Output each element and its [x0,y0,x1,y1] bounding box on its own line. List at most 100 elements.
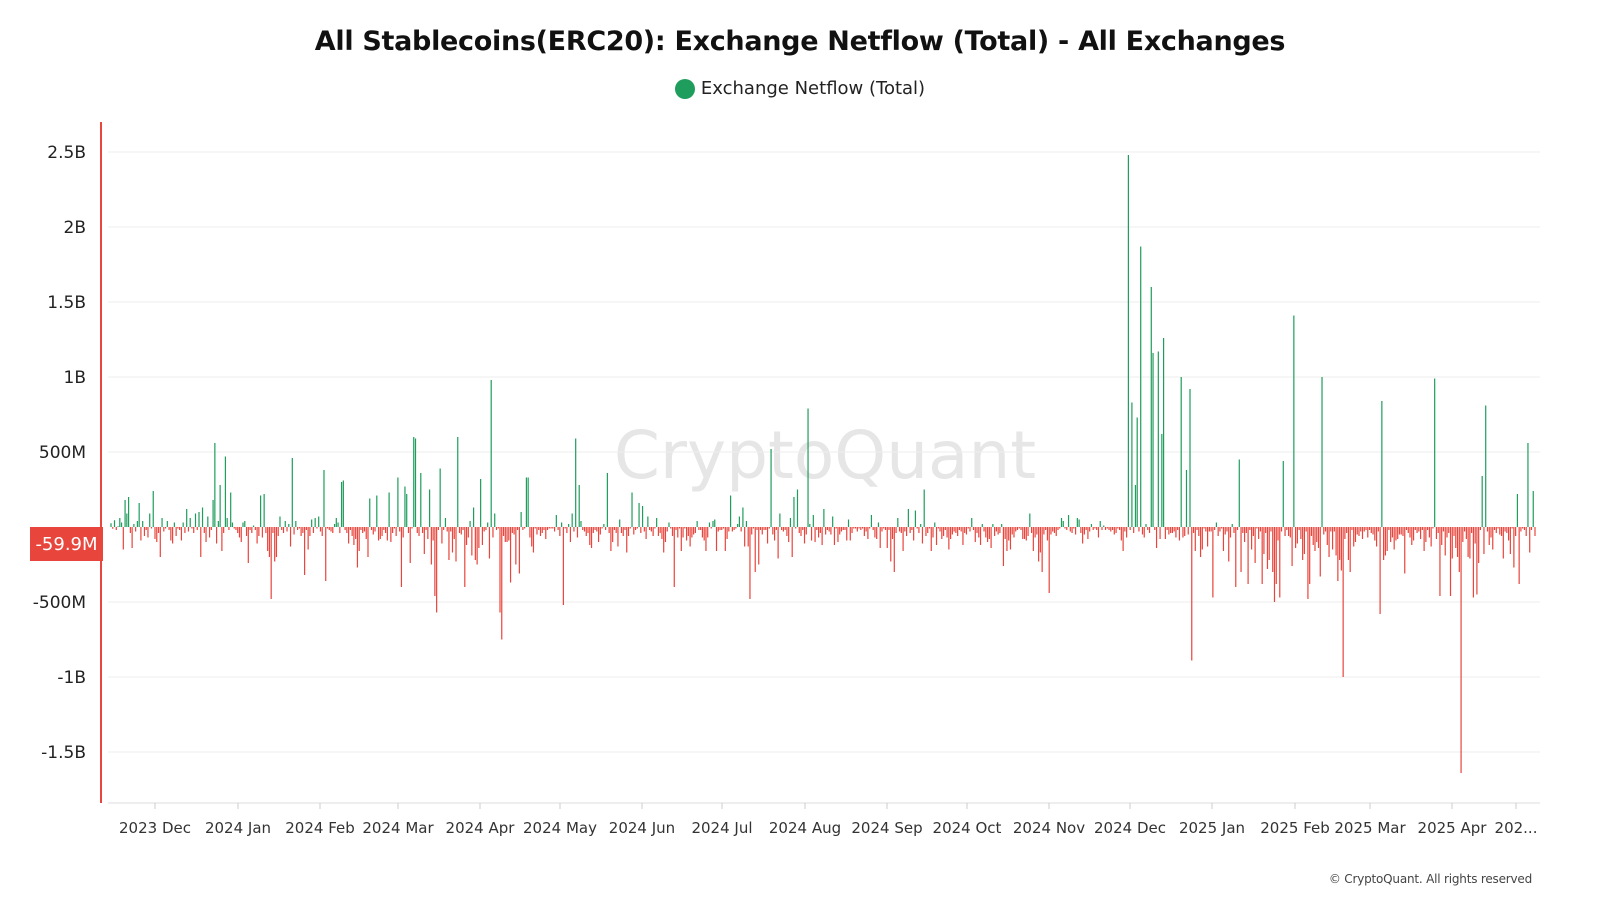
netflow-bar[interactable] [1368,527,1371,530]
netflow-bar[interactable] [221,527,223,551]
netflow-bar[interactable] [1270,527,1272,532]
netflow-bar[interactable] [451,527,454,553]
netflow-bar[interactable] [1485,405,1487,528]
netflow-bar[interactable] [1497,527,1499,529]
netflow-bar[interactable] [142,521,144,527]
netflow-bar[interactable] [1402,527,1404,536]
netflow-bar[interactable] [1025,527,1027,541]
netflow-bar[interactable] [1254,527,1256,563]
netflow-bar[interactable] [1231,524,1233,527]
netflow-bar[interactable] [416,527,418,533]
netflow-bar[interactable] [1347,527,1350,560]
netflow-bar[interactable] [1412,527,1415,541]
netflow-bar[interactable] [337,522,339,528]
netflow-bar[interactable] [1282,461,1284,527]
netflow-bar[interactable] [1198,527,1200,536]
netflow-bar[interactable] [612,527,614,542]
netflow-bar[interactable] [508,527,510,541]
netflow-bar[interactable] [1316,527,1318,542]
netflow-bar[interactable] [414,438,417,528]
netflow-bar[interactable] [119,518,121,527]
netflow-bar[interactable] [636,527,638,529]
netflow-bar[interactable] [1060,518,1063,527]
netflow-bar[interactable] [568,524,570,527]
netflow-bar[interactable] [485,527,487,530]
netflow-bar[interactable] [1170,527,1172,533]
netflow-bar[interactable] [1235,527,1237,587]
netflow-bar[interactable] [1442,527,1445,532]
netflow-bar[interactable] [434,527,436,596]
netflow-bar[interactable] [881,527,883,532]
netflow-bar[interactable] [661,527,663,539]
netflow-bar[interactable] [863,527,865,536]
netflow-bar[interactable] [1038,527,1040,562]
netflow-bar[interactable] [149,513,151,528]
netflow-bar[interactable] [680,527,682,551]
netflow-bar[interactable] [941,527,943,539]
netflow-bar[interactable] [133,524,135,527]
netflow-bar[interactable] [263,494,265,527]
netflow-bar[interactable] [497,527,499,529]
netflow-bar[interactable] [318,516,320,528]
netflow-bar[interactable] [1488,527,1490,545]
netflow-bar[interactable] [216,527,218,544]
netflow-bar[interactable] [722,527,725,529]
netflow-bar[interactable] [698,527,700,530]
netflow-bar[interactable] [1314,527,1316,551]
netflow-bar[interactable] [1384,527,1386,556]
netflow-bar[interactable] [714,519,716,528]
netflow-bar[interactable] [775,527,777,530]
netflow-bar[interactable] [274,527,276,562]
netflow-bar[interactable] [268,527,271,557]
netflow-bar[interactable] [1319,527,1321,577]
netflow-bar[interactable] [1126,527,1128,538]
netflow-bar[interactable] [939,527,941,532]
netflow-bar[interactable] [1349,527,1351,572]
netflow-bar[interactable] [867,527,869,539]
netflow-bar[interactable] [1490,527,1492,538]
netflow-bar[interactable] [1016,527,1019,530]
netflow-bar[interactable] [1069,527,1071,532]
netflow-bar[interactable] [457,437,459,527]
netflow-bar[interactable] [120,522,123,528]
netflow-bar[interactable] [715,527,718,551]
netflow-bar[interactable] [112,527,114,529]
netflow-bar[interactable] [170,527,172,541]
netflow-bar[interactable] [1127,155,1129,527]
netflow-bar[interactable] [1379,527,1381,614]
netflow-bar[interactable] [1076,518,1078,527]
netflow-bar[interactable] [117,526,119,527]
netflow-bar[interactable] [758,527,760,565]
netflow-bar[interactable] [296,527,299,530]
netflow-bar[interactable] [242,522,244,528]
netflow-bar[interactable] [550,527,552,529]
netflow-bar[interactable] [1027,527,1029,536]
netflow-bar[interactable] [1397,527,1399,539]
netflow-bar[interactable] [1295,527,1297,548]
netflow-bar[interactable] [381,527,383,536]
netflow-bar[interactable] [874,527,876,538]
netflow-bar[interactable] [476,527,478,565]
netflow-bar[interactable] [994,527,996,536]
netflow-bar[interactable] [140,527,142,541]
netflow-bar[interactable] [1133,527,1135,533]
netflow-bar[interactable] [1400,527,1402,535]
netflow-bar[interactable] [1344,527,1346,539]
netflow-bar[interactable] [733,527,735,530]
netflow-bar[interactable] [1001,524,1003,527]
netflow-bar[interactable] [362,527,364,533]
netflow-bar[interactable] [805,527,807,535]
netflow-bar[interactable] [839,527,841,535]
netflow-bar[interactable] [664,527,667,542]
netflow-bar[interactable] [446,527,448,532]
netflow-bar[interactable] [1143,527,1145,538]
netflow-bar[interactable] [900,527,902,533]
netflow-bar[interactable] [244,521,246,527]
netflow-bar[interactable] [756,527,758,530]
netflow-bar[interactable] [921,527,924,544]
netflow-bar[interactable] [1030,527,1033,533]
netflow-bar[interactable] [1508,527,1510,541]
netflow-bar[interactable] [728,527,730,532]
netflow-bar[interactable] [152,491,154,527]
netflow-bar[interactable] [288,524,290,527]
